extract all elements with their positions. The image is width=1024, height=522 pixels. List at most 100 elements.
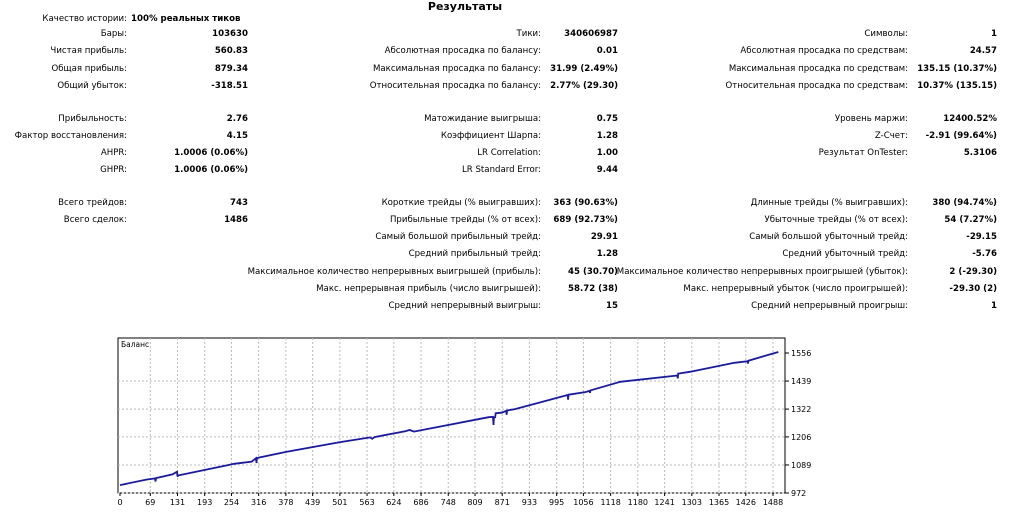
stat-value: 2.76: [226, 114, 248, 124]
stat-label: Макс. непрерывный убыток (число проигрыш…: [683, 284, 908, 294]
stat-label: Относительная просадка по балансу:: [369, 81, 541, 91]
stat-label: Матожидание выигрыша:: [424, 114, 541, 124]
stat-label: Абсолютная просадка по балансу:: [384, 46, 541, 56]
stat-label: Прибыльность:: [58, 114, 127, 124]
stat-value: -5.76: [972, 249, 997, 259]
stat-value: 4.15: [226, 131, 248, 141]
stat-value: 689 (92.73%): [553, 215, 618, 225]
stat-label: Символы:: [864, 29, 908, 39]
x-tick-label: 933: [522, 498, 537, 507]
stat-label: Общая прибыль:: [51, 64, 127, 74]
stat-value: 5.3106: [963, 148, 997, 158]
stat-value: 1486: [224, 215, 248, 225]
stat-value: 54 (7.27%): [944, 215, 997, 225]
stat-label: Чистая прибыль:: [50, 46, 127, 56]
stat-value: 12400.52%: [943, 114, 997, 124]
x-tick-label: 1180: [628, 498, 648, 507]
stat-label: Максимальная просадка по балансу:: [373, 64, 541, 74]
page-title: Результаты: [427, 0, 503, 13]
x-tick-label: 1488: [763, 498, 783, 507]
stat-value: 1.0006 (0.06%): [174, 148, 248, 158]
stat-label: LR Standard Error:: [461, 165, 541, 175]
stat-value: 560.83: [214, 46, 248, 56]
stat-value: 24.57: [969, 46, 997, 56]
stat-value: 340606987: [564, 29, 618, 39]
stat-label: LR Correlation:: [477, 148, 541, 158]
x-tick-label: 193: [197, 498, 212, 507]
x-tick-label: 1426: [736, 498, 756, 507]
stat-label: Самый большой убыточный трейд:: [749, 232, 908, 242]
y-tick-label: 1089: [791, 461, 811, 470]
balance-line: [119, 351, 779, 486]
stat-value: 1.0006 (0.06%): [174, 165, 248, 175]
stat-label: Средний непрерывный проигрыш:: [751, 301, 908, 311]
stat-value: 380 (94.74%): [932, 198, 997, 208]
stat-value: 1.00: [596, 148, 618, 158]
x-tick-label: 316: [251, 498, 266, 507]
stat-label: Абсолютная просадка по средствам:: [740, 46, 908, 56]
stat-value: 15: [606, 301, 618, 311]
stat-value: -29.15: [966, 232, 997, 242]
stat-value: 31.99 (2.49%): [550, 64, 618, 74]
y-tick-label: 972: [791, 489, 806, 498]
stat-label: Бары:: [100, 29, 127, 39]
x-tick-label: 378: [278, 498, 293, 507]
stat-value: 58.72 (38): [568, 284, 618, 294]
stat-value: -2.91 (99.64%): [925, 131, 997, 141]
x-tick-label: 131: [170, 498, 185, 507]
x-tick-label: 871: [495, 498, 510, 507]
x-tick-label: 563: [359, 498, 374, 507]
stat-value: 1: [991, 29, 997, 39]
chart-title: Баланс: [121, 340, 149, 349]
y-tick-label: 1206: [791, 433, 811, 442]
stat-value: 29.91: [590, 232, 618, 242]
x-tick-label: 0: [117, 498, 122, 507]
stat-value: 0.75: [596, 114, 618, 124]
stat-label: Коэффициент Шарпа:: [440, 131, 541, 141]
stat-label: Средний убыточный трейд:: [782, 249, 908, 259]
stat-label: Фактор восстановления:: [14, 131, 127, 141]
y-tick-label: 1439: [791, 377, 811, 386]
stat-value: -29.30 (2): [949, 284, 997, 294]
stat-label: AHPR:: [100, 148, 127, 158]
x-tick-label: 501: [332, 498, 347, 507]
stat-label: Длинные трейды (% выигравших):: [750, 198, 908, 208]
y-tick-label: 1322: [791, 405, 811, 414]
stat-value: 2 (-29.30): [949, 267, 997, 277]
stat-label: Убыточные трейды (% от всех):: [764, 215, 908, 225]
stat-value: 1.28: [596, 249, 618, 259]
stat-value: 2.77% (29.30): [550, 81, 618, 91]
stat-value: 1.28: [596, 131, 618, 141]
stat-label: Макс. непрерывная прибыль (число выигрыш…: [316, 284, 541, 294]
stat-label: Результат OnTester:: [818, 148, 908, 158]
x-tick-label: 809: [467, 498, 482, 507]
stat-value: 879.34: [214, 64, 248, 74]
stat-label: Максимальная просадка по средствам:: [728, 64, 908, 74]
stat-value: -318.51: [211, 81, 248, 91]
x-tick-label: 1303: [682, 498, 702, 507]
stat-value: 9.44: [596, 165, 618, 175]
stat-label: Самый большой прибыльный трейд:: [375, 232, 541, 242]
stat-value: 0.01: [596, 46, 618, 56]
stat-label: Средний прибыльный трейд:: [408, 249, 541, 259]
stat-label: Всего трейдов:: [58, 198, 127, 208]
stat-label: Прибыльные трейды (% от всех):: [389, 215, 541, 225]
x-tick-label: 254: [224, 498, 239, 507]
balance-chart: 1556 1439 1322 1206 1089 972 0 69 131 193 254 316 37…: [117, 337, 811, 507]
stat-value: 135.15 (10.37%): [917, 64, 997, 74]
plot-frame: [117, 337, 786, 494]
stat-label: Максимальное количество непрерывных выиг…: [247, 267, 541, 277]
stat-label: Тики:: [516, 29, 541, 39]
x-tick-label: 69: [145, 498, 155, 507]
x-tick-label: 624: [386, 498, 401, 507]
x-tick-label: 1118: [600, 498, 620, 507]
stat-value: 1: [991, 301, 997, 311]
x-tick-label: 1241: [654, 498, 674, 507]
stat-value: 10.37% (135.15): [917, 81, 997, 91]
stat-label: Общий убыток:: [57, 81, 127, 91]
stat-label: GHPR:: [100, 165, 127, 175]
x-tick-label: 686: [413, 498, 428, 507]
stat-value: 743: [230, 198, 248, 208]
stat-label: Z-Счет:: [874, 131, 908, 141]
stat-label: Всего сделок:: [63, 215, 127, 225]
